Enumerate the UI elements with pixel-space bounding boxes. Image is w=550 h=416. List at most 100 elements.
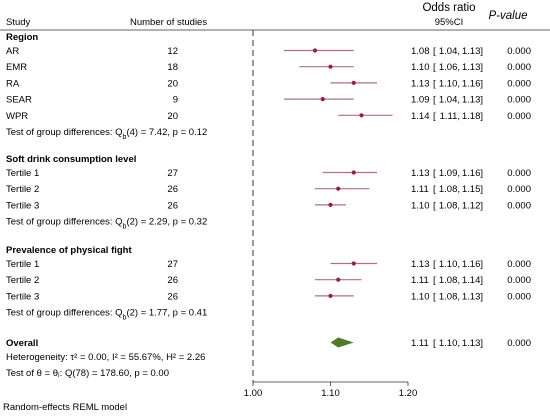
- row-label: EMR: [6, 62, 27, 73]
- group-test: Test of group differences: Qb(4) = 7.42,…: [6, 127, 207, 141]
- header-study: Study: [6, 17, 31, 28]
- row-p-value: 0.000: [507, 259, 531, 270]
- row-ci-hi: 1.13]: [462, 46, 483, 57]
- row-ci-hi: 1.18]: [462, 111, 483, 122]
- row-ci-bracket-open: [: [433, 259, 436, 270]
- overall-ci-or: 1.11: [411, 338, 429, 349]
- row-ci-hi: 1.13]: [462, 62, 483, 73]
- row-ci-or: 1.09: [411, 95, 430, 106]
- header-p-value: P-value: [489, 10, 528, 22]
- row-p-value: 0.000: [507, 111, 531, 122]
- row-label: Tertile 2: [6, 275, 39, 286]
- row-ci-hi: 1.16]: [462, 259, 483, 270]
- row-n: 27: [167, 259, 178, 270]
- footnote: Random-effects REML model: [3, 402, 127, 413]
- row-ci-or: 1.10: [411, 62, 430, 73]
- row-ci-bracket-open: [: [433, 168, 436, 179]
- row-ci-bracket-open: [: [433, 46, 436, 57]
- x-tick-label: 1.20: [399, 388, 418, 399]
- group-test: Test of group differences: Qb(2) = 2.29,…: [6, 217, 207, 231]
- row-n: 26: [167, 184, 178, 195]
- row-label: RA: [6, 78, 20, 89]
- point-estimate: [328, 293, 333, 298]
- row-ci-or: 1.13: [411, 259, 430, 270]
- overall-ci-bracket-open: [: [433, 338, 436, 349]
- overall-ci-lo: 1.10,: [439, 338, 460, 349]
- point-estimate: [359, 113, 364, 118]
- row-p-value: 0.000: [507, 95, 531, 106]
- row-p-value: 0.000: [507, 62, 531, 73]
- row-p-value: 0.000: [507, 46, 531, 57]
- heterogeneity-text: Heterogeneity: τ² = 0.00, I² = 55.67%, H…: [6, 352, 205, 363]
- row-ci-or: 1.13: [411, 168, 430, 179]
- point-estimate: [351, 80, 356, 85]
- row-ci-lo: 1.08,: [439, 200, 460, 211]
- point-estimate: [336, 277, 341, 282]
- row-ci-hi: 1.16]: [462, 78, 483, 89]
- row-ci-or: 1.10: [411, 291, 430, 302]
- row-n: 12: [167, 46, 178, 57]
- row-ci-bracket-open: [: [433, 62, 436, 73]
- row-label: Tertile 3: [6, 291, 39, 302]
- row-ci-lo: 1.10,: [439, 259, 460, 270]
- row-ci-lo: 1.06,: [439, 62, 460, 73]
- test-theta-text: Test of θ = θⱼ: Q(78) = 178.60, p = 0.00: [6, 368, 169, 379]
- row-ci-hi: 1.13]: [462, 291, 483, 302]
- row-ci-lo: 1.04,: [439, 46, 460, 57]
- row-ci-bracket-open: [: [433, 275, 436, 286]
- row-ci-bracket-open: [: [433, 291, 436, 302]
- row-p-value: 0.000: [507, 275, 531, 286]
- row-ci-or: 1.14: [411, 111, 430, 122]
- row-ci-lo: 1.04,: [439, 95, 460, 106]
- row-label: Tertile 1: [6, 259, 39, 270]
- header-ci: 95%CI: [435, 17, 464, 28]
- row-ci-hi: 1.13]: [462, 95, 483, 106]
- point-estimate: [312, 48, 318, 53]
- row-label: SEAR: [6, 95, 32, 106]
- row-ci-hi: 1.14]: [462, 275, 483, 286]
- header-number-of-studies: Number of studies: [130, 17, 207, 28]
- row-label: WPR: [6, 111, 28, 122]
- header-odds-ratio: Odds ratio: [422, 2, 475, 14]
- row-n: 20: [167, 78, 178, 89]
- point-estimate: [328, 64, 333, 69]
- group-title: Prevalence of physical fight: [6, 245, 132, 256]
- x-tick-label: 1.10: [321, 388, 340, 399]
- row-n: 26: [167, 275, 178, 286]
- row-ci-lo: 1.08,: [439, 184, 460, 195]
- row-ci-lo: 1.10,: [439, 78, 460, 89]
- row-p-value: 0.000: [507, 200, 531, 211]
- overall-diamond: [330, 337, 354, 348]
- point-estimate: [336, 186, 341, 191]
- point-estimate: [351, 170, 356, 175]
- row-ci-bracket-open: [: [433, 78, 436, 89]
- row-ci-or: 1.10: [411, 200, 430, 211]
- row-ci-bracket-open: [: [433, 95, 436, 106]
- point-estimate: [351, 261, 356, 266]
- overall-ci-hi: 1.13]: [462, 338, 483, 349]
- row-p-value: 0.000: [507, 168, 531, 179]
- x-tick-label: 1.00: [244, 388, 263, 399]
- group-test: Test of group differences: Qb(2) = 1.77,…: [6, 308, 207, 322]
- row-ci-bracket-open: [: [433, 200, 436, 211]
- row-ci-lo: 1.08,: [439, 291, 460, 302]
- row-ci-lo: 1.09,: [439, 168, 460, 179]
- row-ci-bracket-open: [: [433, 184, 436, 195]
- row-label: Tertile 2: [6, 184, 39, 195]
- row-p-value: 0.000: [507, 291, 531, 302]
- row-label: Tertile 1: [6, 168, 39, 179]
- overall-label: Overall: [6, 338, 38, 349]
- point-estimate: [328, 202, 333, 207]
- row-n: 20: [167, 111, 178, 122]
- row-p-value: 0.000: [507, 78, 531, 89]
- row-ci-hi: 1.15]: [462, 184, 483, 195]
- row-ci-bracket-open: [: [433, 111, 436, 122]
- row-n: 26: [167, 291, 178, 302]
- row-ci-or: 1.11: [411, 275, 429, 286]
- row-ci-or: 1.08: [411, 46, 430, 57]
- row-n: 18: [167, 62, 178, 73]
- row-label: Tertile 3: [6, 200, 39, 211]
- row-n: 26: [167, 200, 178, 211]
- row-ci-hi: 1.16]: [462, 168, 483, 179]
